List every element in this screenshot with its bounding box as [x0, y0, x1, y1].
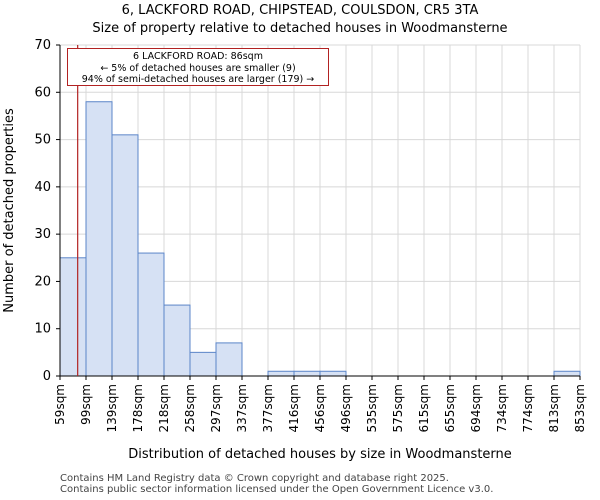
x-tick-label: 258sqm	[183, 384, 197, 432]
footer-line-2: Contains public sector information licen…	[60, 484, 494, 495]
annotation-line-1: 6 LACKFORD ROAD: 86sqm	[133, 51, 263, 62]
chart-subtitle: Size of property relative to detached ho…	[92, 21, 508, 36]
y-tick-label: 0	[43, 369, 51, 384]
x-tick-label: 535sqm	[365, 384, 379, 432]
x-tick-label: 218sqm	[157, 384, 171, 432]
x-tick-label: 615sqm	[417, 384, 431, 432]
x-tick-label: 734sqm	[495, 384, 509, 432]
bar	[319, 370, 347, 377]
bar	[163, 304, 191, 377]
x-tick-label: 496sqm	[339, 384, 353, 432]
y-axis-title: Number of detached properties	[2, 108, 17, 313]
x-tick-label: 575sqm	[391, 384, 405, 432]
bar	[215, 342, 243, 377]
x-tick-label: 297sqm	[209, 384, 223, 432]
x-tick-label: 774sqm	[521, 384, 535, 432]
x-tick-label: 853sqm	[573, 384, 587, 432]
y-tick-label: 20	[34, 274, 51, 289]
footer-line-1: Contains HM Land Registry data © Crown c…	[60, 473, 449, 484]
y-tick-label: 30	[34, 227, 51, 242]
x-tick-label: 337sqm	[235, 384, 249, 432]
bar	[85, 101, 113, 377]
bar	[137, 252, 165, 377]
x-tick-label: 139sqm	[105, 384, 119, 432]
y-tick-label: 10	[34, 322, 51, 337]
y-tick-label: 70	[34, 38, 51, 53]
x-tick-label: 694sqm	[469, 384, 483, 432]
x-tick-label: 99sqm	[79, 384, 93, 425]
annotation-line-3: 94% of semi-detached houses are larger (…	[81, 74, 315, 85]
bar	[111, 134, 139, 377]
annotation-line-2: ← 5% of detached houses are smaller (9)	[100, 62, 296, 74]
x-tick-label: 59sqm	[53, 384, 67, 425]
x-tick-label: 178sqm	[131, 384, 145, 432]
bar	[189, 351, 217, 377]
x-tick-label: 377sqm	[261, 384, 275, 432]
bar	[553, 370, 581, 377]
y-tick-label: 50	[34, 133, 51, 148]
x-tick-label: 813sqm	[547, 384, 561, 432]
y-tick-label: 60	[34, 85, 51, 100]
y-tick-label: 40	[34, 180, 51, 195]
x-tick-label: 655sqm	[443, 384, 457, 432]
x-tick-label: 416sqm	[287, 384, 301, 432]
x-tick-label: 456sqm	[313, 384, 327, 432]
x-axis-title: Distribution of detached houses by size …	[128, 447, 512, 462]
bar	[293, 370, 321, 377]
marker-annotation: 6 LACKFORD ROAD: 86sqm ← 5% of detached …	[67, 48, 329, 86]
bar-chart: 0 10 20 30 40 50 60 70 59sqm 99sqm 139sqm 178sqm 218…	[2, 38, 587, 462]
bar	[267, 370, 295, 377]
bar	[59, 257, 87, 377]
chart-title: 6, LACKFORD ROAD, CHIPSTEAD, COULSDON, C…	[121, 3, 479, 18]
